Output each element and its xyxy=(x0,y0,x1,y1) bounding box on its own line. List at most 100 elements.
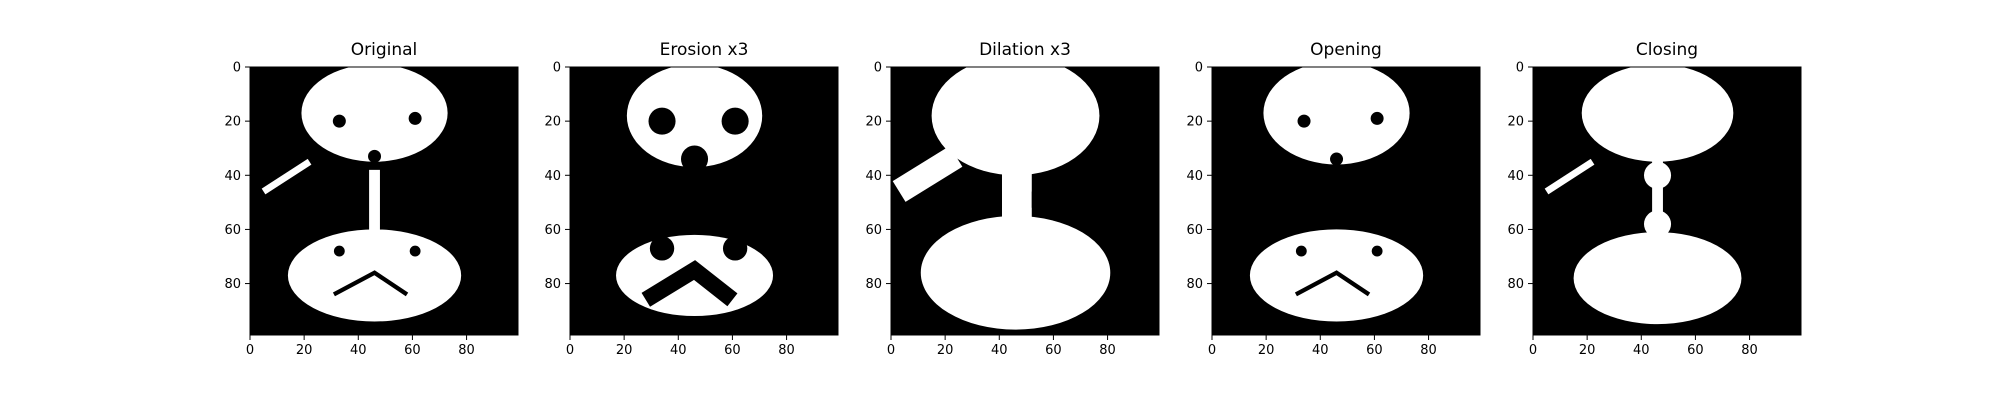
black-hole xyxy=(722,236,748,261)
y-tick-label: 0 xyxy=(233,61,241,76)
x-tick-label: 20 xyxy=(937,343,954,358)
y-tick-label: 60 xyxy=(1186,223,1203,238)
y-tick-label: 60 xyxy=(224,223,241,238)
x-tick-label: 60 xyxy=(1366,343,1383,358)
axes-frame xyxy=(249,66,519,336)
panel-title: Closing xyxy=(1636,40,1698,60)
x-tick-label: 80 xyxy=(458,343,475,358)
y-tick-label: 40 xyxy=(544,169,561,184)
x-tick-label: 40 xyxy=(1633,343,1650,358)
white-region xyxy=(1263,67,1410,165)
axes-frame xyxy=(1532,66,1802,336)
white-region xyxy=(1581,67,1734,162)
white-stroke xyxy=(261,158,312,195)
x-tick-label: 20 xyxy=(1579,343,1596,358)
y-tick-label: 0 xyxy=(1516,61,1524,76)
x-tick-label: 0 xyxy=(887,343,895,358)
panel-0: Original 0 20 40 60 80 0 20 40 60 80 xyxy=(224,40,519,358)
y-tick-label: 20 xyxy=(544,115,561,130)
axes-frame xyxy=(569,66,839,336)
y-tick-label: 80 xyxy=(865,277,882,292)
y-tick-label: 20 xyxy=(1186,115,1203,130)
x-tick-label: 80 xyxy=(1420,343,1437,358)
x-tick-label: 60 xyxy=(1045,343,1062,358)
white-region xyxy=(1643,210,1672,238)
axes-frame xyxy=(1211,66,1481,336)
y-tick-label: 60 xyxy=(1507,223,1524,238)
panel-title: Opening xyxy=(1310,40,1382,60)
white-region xyxy=(1643,161,1672,189)
x-tick-label: 80 xyxy=(1099,343,1116,358)
x-tick-label: 60 xyxy=(724,343,741,358)
y-tick-label: 80 xyxy=(544,277,561,292)
black-hole xyxy=(980,191,1002,208)
white-region xyxy=(301,67,448,162)
y-tick-label: 20 xyxy=(1507,115,1524,130)
y-tick-label: 0 xyxy=(553,61,561,76)
y-tick-label: 40 xyxy=(865,169,882,184)
white-region xyxy=(626,67,763,168)
black-stroke xyxy=(641,260,738,307)
black-hole xyxy=(408,111,422,125)
panel-4: Closing 0 20 40 60 80 0 20 40 60 80 xyxy=(1507,40,1802,358)
white-region xyxy=(369,169,380,235)
black-hole xyxy=(409,245,421,257)
y-tick-label: 80 xyxy=(224,277,241,292)
panel-title: Erosion x3 xyxy=(660,40,749,60)
y-tick-label: 60 xyxy=(865,223,882,238)
x-tick-label: 20 xyxy=(616,343,633,358)
white-region xyxy=(1652,159,1663,235)
white-region xyxy=(287,229,462,322)
x-tick-label: 20 xyxy=(296,343,313,358)
x-tick-label: 40 xyxy=(991,343,1008,358)
x-tick-label: 60 xyxy=(404,343,421,358)
black-stroke xyxy=(332,270,409,297)
black-hole xyxy=(1031,191,1054,208)
x-tick-label: 80 xyxy=(1741,343,1758,358)
white-region xyxy=(920,215,1111,330)
black-hole xyxy=(1330,152,1344,166)
x-tick-label: 20 xyxy=(1258,343,1275,358)
y-tick-label: 60 xyxy=(544,223,561,238)
panel-3: Opening 0 20 40 60 80 0 20 40 60 80 xyxy=(1186,40,1481,358)
x-tick-label: 0 xyxy=(1208,343,1216,358)
x-tick-label: 40 xyxy=(670,343,687,358)
x-tick-label: 40 xyxy=(1312,343,1329,358)
black-stroke xyxy=(1294,270,1371,297)
panel-title: Dilation x3 xyxy=(979,40,1071,60)
x-tick-label: 40 xyxy=(350,343,367,358)
y-tick-label: 80 xyxy=(1186,277,1203,292)
x-tick-label: 0 xyxy=(1529,343,1537,358)
black-hole xyxy=(721,107,749,135)
black-hole xyxy=(1295,245,1307,257)
white-region xyxy=(1249,229,1424,322)
y-tick-label: 0 xyxy=(1195,61,1203,76)
x-tick-label: 0 xyxy=(246,343,254,358)
black-hole xyxy=(680,145,709,173)
panel-title: Original xyxy=(351,40,418,60)
panel-2: Dilation x3 0 20 40 60 80 0 20 40 60 80 xyxy=(865,40,1160,358)
black-hole xyxy=(1297,114,1311,128)
black-hole xyxy=(648,107,676,135)
x-tick-label: 80 xyxy=(778,343,795,358)
white-region xyxy=(931,67,1100,176)
white-stroke xyxy=(1544,158,1595,195)
black-hole xyxy=(1370,111,1384,125)
white-region xyxy=(1573,232,1742,325)
black-hole xyxy=(1371,245,1383,257)
black-hole xyxy=(368,149,382,163)
y-tick-label: 20 xyxy=(865,115,882,130)
white-region xyxy=(1001,164,1032,235)
white-stroke xyxy=(892,145,963,202)
black-hole xyxy=(332,114,346,128)
black-hole xyxy=(333,245,345,257)
black-hole xyxy=(649,236,675,261)
y-tick-label: 80 xyxy=(1507,277,1524,292)
y-tick-label: 40 xyxy=(224,169,241,184)
axes-frame xyxy=(890,66,1160,336)
x-tick-label: 0 xyxy=(566,343,574,358)
y-tick-label: 40 xyxy=(1186,169,1203,184)
y-tick-label: 40 xyxy=(1507,169,1524,184)
panel-1: Erosion x3 0 20 40 60 80 0 20 40 60 80 xyxy=(544,40,839,358)
